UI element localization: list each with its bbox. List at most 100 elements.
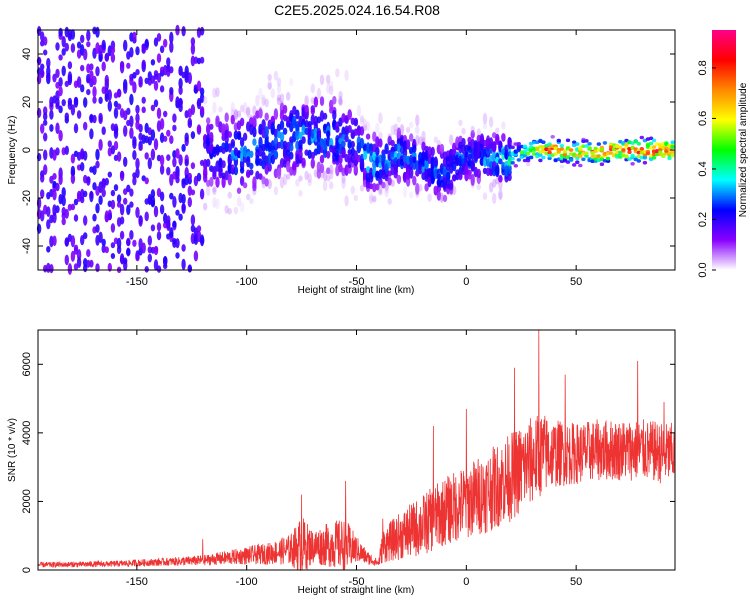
heatmap-cell (353, 164, 358, 176)
heatmap-cell (89, 259, 94, 268)
heatmap-cell (270, 88, 275, 99)
heatmap-cell (430, 146, 435, 157)
heatmap-cell (479, 133, 485, 145)
heatmap-cell (341, 148, 346, 159)
heatmap-cell (424, 161, 429, 169)
heatmap-cell (310, 83, 315, 94)
heatmap-cell (341, 172, 346, 184)
heatmap-cell (190, 55, 196, 67)
heatmap-cell (338, 98, 343, 106)
heatmap-cell (215, 176, 220, 188)
heatmap-cell (261, 96, 266, 107)
heatmap-cell (242, 182, 248, 189)
heatmap-cell (116, 201, 122, 208)
heatmap-cell (264, 112, 269, 121)
heatmap-cell (144, 177, 149, 185)
heatmap-cell (153, 246, 159, 256)
heatmap-cell (264, 178, 269, 187)
heatmap-cell (252, 138, 257, 146)
heatmap-cell (405, 139, 411, 150)
heatmap-cell (590, 159, 595, 163)
heatmap-cell (83, 232, 88, 240)
heatmap-cell (415, 182, 420, 195)
heatmap-cell (55, 42, 60, 51)
heatmap-cell (159, 118, 165, 130)
heatmap-cell (298, 131, 303, 140)
heatmap-cell (246, 156, 251, 168)
heatmap-cell (418, 136, 423, 146)
heatmap-cell (199, 106, 205, 114)
heatmap-cell (310, 151, 315, 160)
heatmap-cell (651, 145, 657, 149)
heatmap-cell (372, 131, 377, 142)
heatmap-cell (507, 155, 512, 167)
heatmap-cell (470, 130, 475, 139)
heatmap-cell (390, 124, 395, 136)
heatmap-x-axis-label: Height of straight line (km) (298, 285, 415, 296)
heatmap-cell (384, 184, 389, 194)
heatmap-cell (581, 157, 586, 162)
heatmap-cell (159, 45, 165, 54)
heatmap-cell (575, 160, 580, 164)
heatmap-cell (378, 177, 383, 186)
heatmap-cell (350, 186, 355, 196)
colorbar-tick-label: 0.8 (697, 60, 709, 75)
heatmap-cell (255, 94, 260, 107)
heatmap-cell (126, 184, 131, 193)
heatmap-cell (209, 176, 214, 187)
heatmap-cell (347, 152, 352, 164)
heatmap-cell (181, 258, 186, 270)
heatmap-cell (110, 253, 116, 259)
heatmap-cell (147, 136, 152, 146)
heatmap-cell (384, 189, 389, 198)
heatmap-cell (101, 188, 106, 198)
heatmap-cell (615, 155, 620, 159)
heatmap-cell (335, 68, 340, 78)
heatmap-cell (175, 252, 180, 259)
heatmap-cell (52, 189, 57, 201)
heatmap-cell (313, 96, 319, 108)
heatmap-cell (190, 131, 196, 140)
heatmap-cell (242, 102, 248, 114)
heatmap-cell (199, 87, 205, 96)
heatmap-cell (279, 120, 285, 130)
heatmap-cell (565, 160, 571, 164)
heatmap-cell (101, 126, 106, 135)
heatmap-cell (43, 36, 48, 46)
heatmap-cell (70, 203, 76, 211)
heatmap-cell (138, 79, 143, 88)
heatmap-cell (282, 127, 288, 135)
x-tick-label: 0 (463, 276, 469, 288)
heatmap-cell (572, 163, 577, 167)
heatmap-cell (46, 65, 51, 78)
heatmap-cell (175, 169, 180, 180)
heatmap-cell (492, 178, 497, 188)
heatmap-cell (332, 109, 337, 121)
heatmap-cell (415, 169, 420, 177)
heatmap-cell (70, 235, 76, 248)
heatmap-cell (467, 136, 472, 144)
heatmap-cell (329, 80, 334, 91)
heatmap-cell (338, 154, 343, 165)
heatmap-cell (298, 175, 303, 182)
heatmap-cell (163, 256, 168, 264)
heatmap-cell (64, 145, 70, 155)
heatmap-cell (482, 156, 488, 167)
heatmap-cell (64, 42, 70, 52)
heatmap-cell (113, 184, 119, 192)
heatmap-cell (141, 106, 146, 114)
heatmap-cell (390, 139, 395, 147)
heatmap-cell (64, 208, 70, 219)
heatmap-cell (199, 93, 205, 104)
heatmap-cell (55, 97, 60, 108)
heatmap-cell (55, 182, 60, 192)
heatmap-cell (181, 203, 186, 214)
heatmap-cell (166, 57, 171, 67)
heatmap-cell (547, 156, 552, 161)
heatmap-cell (359, 137, 365, 149)
heatmap-cell (70, 29, 76, 40)
heatmap-cell (119, 230, 125, 240)
heatmap-cell (522, 153, 528, 158)
heatmap-cell (353, 159, 358, 167)
heatmap-cell (58, 77, 63, 87)
